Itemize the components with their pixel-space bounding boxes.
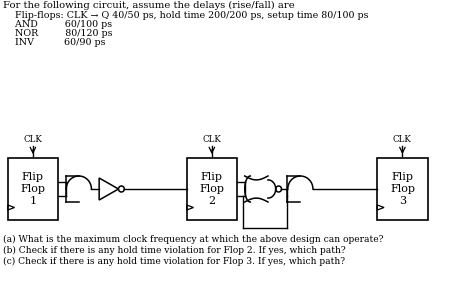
Text: AND         60/100 ps: AND 60/100 ps bbox=[3, 20, 112, 29]
Text: Flip
Flop
3: Flip Flop 3 bbox=[390, 171, 415, 206]
Text: Flip-flops: CLK → Q 40/50 ps, hold time 200/200 ps, setup time 80/100 ps: Flip-flops: CLK → Q 40/50 ps, hold time … bbox=[3, 11, 368, 20]
Text: For the following circuit, assume the delays (rise/fall) are: For the following circuit, assume the de… bbox=[3, 1, 295, 10]
Text: Flip
Flop
2: Flip Flop 2 bbox=[200, 171, 224, 206]
Bar bbox=[377, 158, 428, 220]
Text: INV          60/90 ps: INV 60/90 ps bbox=[3, 38, 105, 47]
Text: CLK: CLK bbox=[23, 135, 42, 144]
Text: NOR         80/120 ps: NOR 80/120 ps bbox=[3, 29, 112, 38]
Text: Flip
Flop
1: Flip Flop 1 bbox=[20, 171, 46, 206]
Text: (c) Check if there is any hold time violation for Flop 3. If yes, which path?: (c) Check if there is any hold time viol… bbox=[3, 257, 345, 266]
Bar bbox=[187, 158, 237, 220]
Bar bbox=[8, 158, 58, 220]
Text: (a) What is the maximum clock frequency at which the above design can operate?: (a) What is the maximum clock frequency … bbox=[3, 235, 383, 244]
Text: CLK: CLK bbox=[202, 135, 221, 144]
Text: (b) Check if there is any hold time violation for Flop 2. If yes, which path?: (b) Check if there is any hold time viol… bbox=[3, 246, 346, 255]
Text: CLK: CLK bbox=[393, 135, 412, 144]
